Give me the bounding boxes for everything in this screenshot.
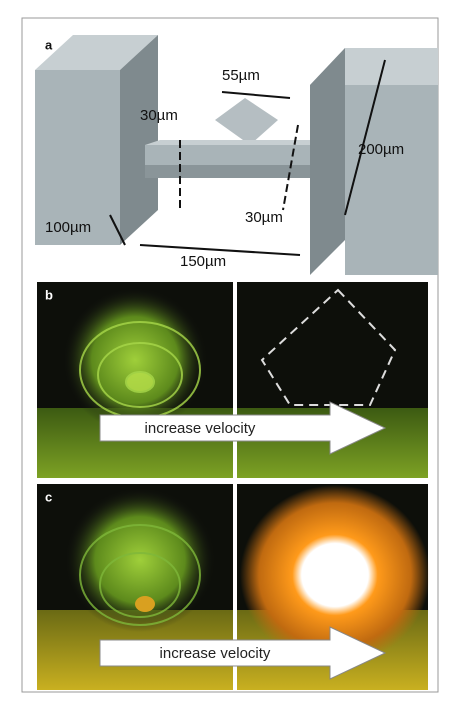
vortex: [63, 288, 207, 432]
panel-a: a 55µm 30µm 200µm 100µm 30µm 150µm: [35, 35, 438, 275]
beam-bottom: [145, 165, 310, 178]
ring: [126, 372, 154, 392]
dim-arrow: [222, 92, 290, 98]
panel-b: increase velocity b: [37, 282, 428, 478]
dimension-label: 30µm: [245, 209, 283, 226]
page: {"panels": [ {"label": "a", "dimensions"…: [0, 0, 459, 702]
arrow-text: increase velocity: [160, 645, 271, 662]
block-front: [345, 85, 438, 275]
panel-label: a: [45, 37, 53, 52]
divider: [233, 282, 237, 478]
panel-label: c: [45, 489, 52, 504]
block-side: [310, 48, 345, 275]
dimension-label: 55µm: [222, 67, 260, 84]
dimension-label: 200µm: [358, 141, 404, 158]
square: [215, 98, 278, 145]
block-side: [120, 35, 158, 245]
panel-c: increase velocity c: [37, 484, 430, 690]
figure: a 55µm 30µm 200µm 100µm 30µm 150µm incre…: [0, 0, 459, 702]
dimension-label: 30µm: [140, 107, 178, 124]
arrow-text: increase velocity: [145, 420, 256, 437]
panel-label: b: [45, 287, 53, 302]
dimension-label: 100µm: [45, 219, 91, 236]
dimension-label: 150µm: [180, 253, 226, 270]
beam-front: [145, 145, 310, 165]
beam-top: [145, 140, 325, 145]
core: [135, 596, 155, 612]
